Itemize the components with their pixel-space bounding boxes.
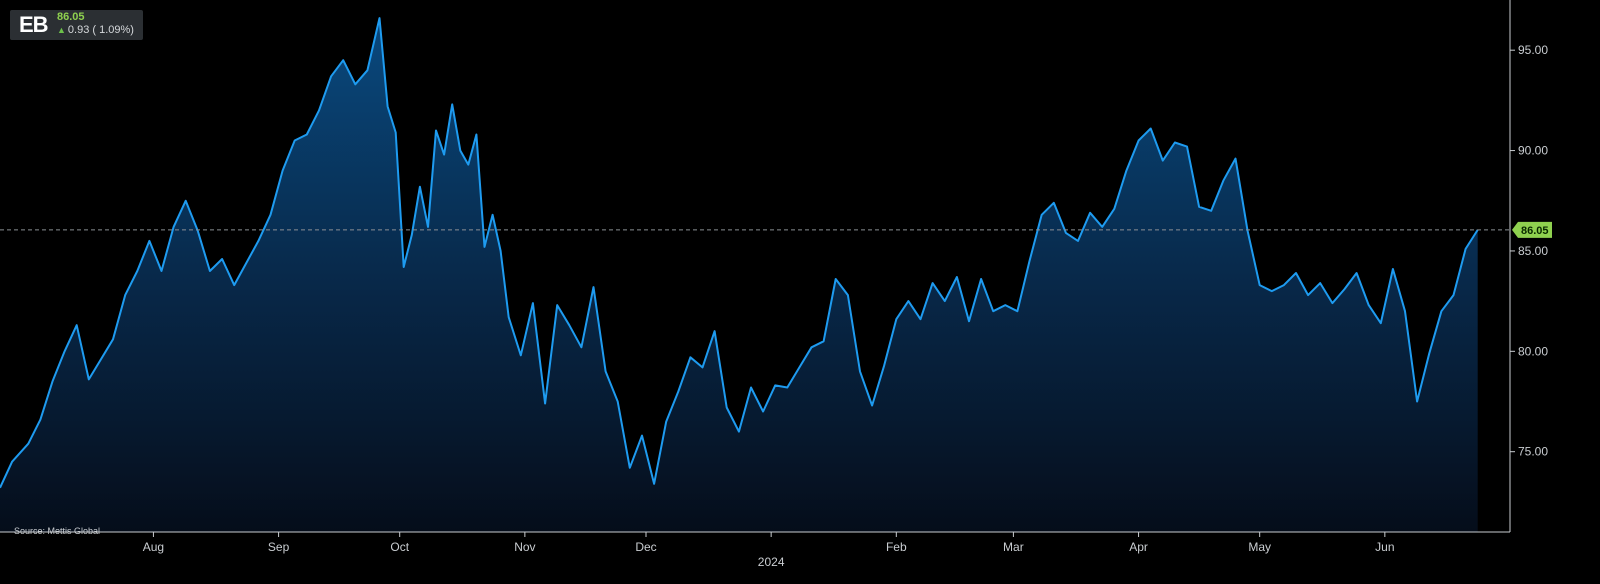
y-tick-label: 75.00 bbox=[1518, 445, 1548, 459]
ticker-change-text: 0.93 ( 1.09%) bbox=[67, 24, 134, 36]
x-tick-label: Aug bbox=[143, 540, 164, 554]
up-arrow-icon: ▲ bbox=[57, 25, 66, 35]
x-tick-label: Feb bbox=[886, 540, 907, 554]
x-tick-label: Apr bbox=[1129, 540, 1148, 554]
ticker-symbol: EB bbox=[19, 12, 49, 37]
x-tick-label: May bbox=[1248, 540, 1271, 554]
price-area bbox=[0, 18, 1478, 533]
source-note: Source: Mettis Global bbox=[14, 526, 101, 536]
y-tick-label: 90.00 bbox=[1518, 144, 1548, 158]
x-tick-label: Oct bbox=[390, 540, 409, 554]
ticker-panel[interactable]: EB 86.05 ▲ 0.93 ( 1.09%) bbox=[10, 10, 143, 40]
y-tick-label: 95.00 bbox=[1518, 43, 1548, 57]
x-tick-label: 2024 bbox=[758, 555, 785, 569]
last-price-label: 86.05 bbox=[1521, 225, 1549, 237]
y-tick-label: 85.00 bbox=[1518, 244, 1548, 258]
x-tick-label: Jun bbox=[1375, 540, 1394, 554]
x-tick-label: Mar bbox=[1003, 540, 1024, 554]
price-line[interactable] bbox=[0, 17, 1479, 489]
x-tick-label: Nov bbox=[514, 540, 535, 554]
x-tick-label: Dec bbox=[635, 540, 656, 554]
ticker-price: 86.05 bbox=[57, 11, 85, 23]
x-tick-label: Sep bbox=[268, 540, 290, 554]
last-price-badge bbox=[1512, 221, 1552, 238]
y-tick-label: 80.00 bbox=[1518, 344, 1548, 358]
ticker-change: ▲ 0.93 ( 1.09%) bbox=[57, 24, 134, 36]
